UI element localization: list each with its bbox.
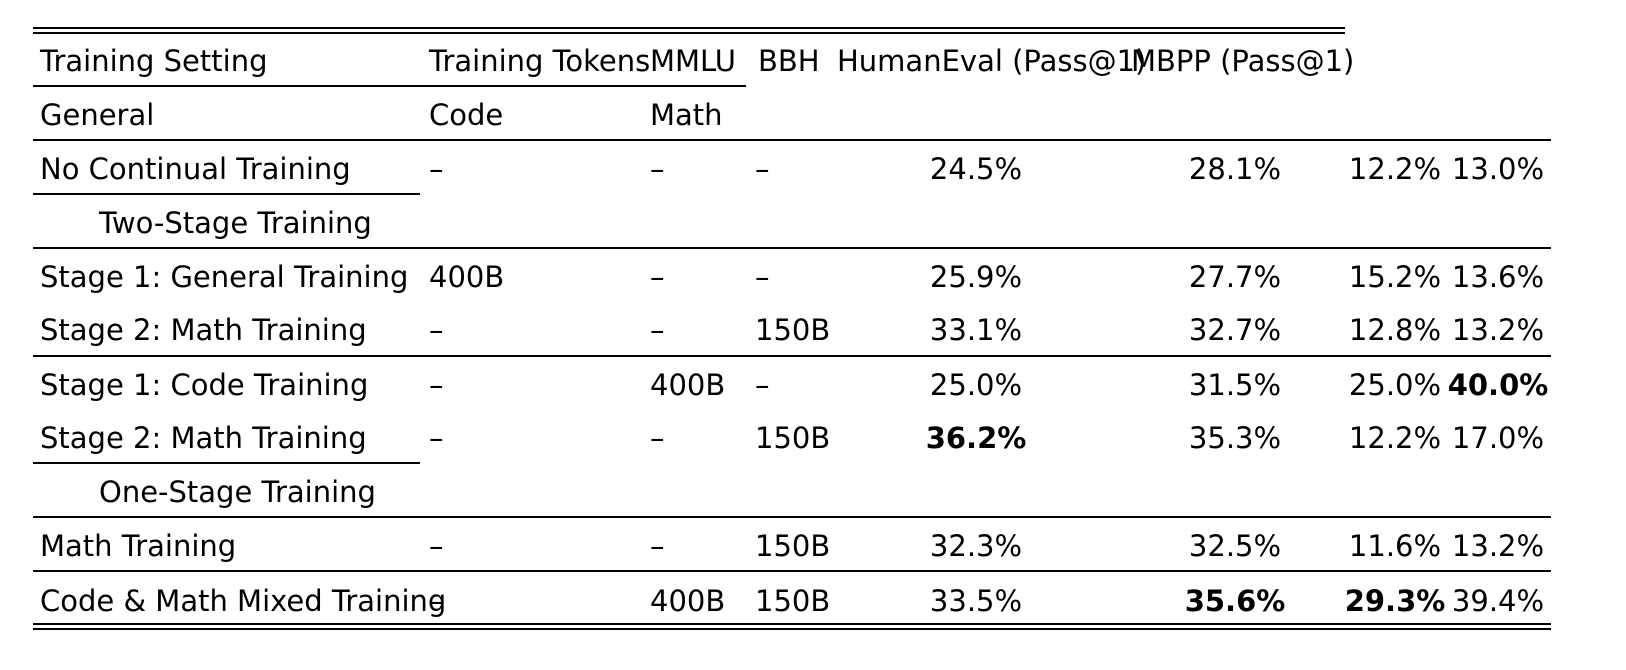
row-mbpp: 13.2%	[1451, 529, 1545, 563]
row-setting: No Continual Training	[40, 152, 351, 186]
row-mbpp: 39.4%	[1451, 584, 1545, 618]
row-math: –	[755, 260, 770, 294]
row-humaneval: 11.6%	[1348, 529, 1442, 563]
row-math: –	[755, 152, 770, 186]
rule-under-stage2-math	[33, 462, 420, 464]
row-mmlu: 24.5%	[929, 152, 1023, 186]
header-bottom-rule	[33, 139, 1551, 141]
row-mbpp: 40.0%	[1447, 368, 1549, 402]
row-humaneval: 25.0%	[1348, 368, 1442, 402]
row-mbpp: 13.0%	[1451, 152, 1545, 186]
row-mbpp: 13.6%	[1451, 260, 1545, 294]
rule-above-mixed	[33, 570, 1551, 572]
row-bbh: 35.6%	[1184, 584, 1286, 618]
row-bbh: 32.7%	[1188, 313, 1282, 347]
row-general: –	[429, 529, 444, 563]
row-general: –	[429, 421, 444, 455]
row-mbpp: 17.0%	[1451, 421, 1545, 455]
header-midrule	[33, 85, 746, 87]
row-math: –	[755, 368, 770, 402]
row-setting: Stage 2: Math Training	[40, 421, 367, 455]
row-code: –	[650, 260, 665, 294]
row-bbh: 31.5%	[1188, 368, 1282, 402]
row-humaneval: 29.3%	[1344, 584, 1446, 618]
row-math: 150B	[755, 529, 831, 563]
row-mmlu: 33.5%	[929, 584, 1023, 618]
row-code: –	[650, 313, 665, 347]
row-math: 150B	[755, 313, 831, 347]
row-general: –	[429, 152, 444, 186]
row-general: –	[429, 313, 444, 347]
row-setting: Stage 1: Code Training	[40, 368, 369, 402]
row-mmlu: 25.9%	[929, 260, 1023, 294]
row-general: –	[429, 584, 444, 618]
row-general: –	[429, 368, 444, 402]
header-general: General	[40, 98, 155, 132]
row-bbh: 28.1%	[1188, 152, 1282, 186]
row-bbh: 32.5%	[1188, 529, 1282, 563]
rule-between-stage-groups	[33, 355, 1551, 357]
row-humaneval: 12.8%	[1348, 313, 1442, 347]
row-code: –	[650, 529, 665, 563]
row-mmlu: 36.2%	[925, 421, 1027, 455]
row-bbh: 35.3%	[1188, 421, 1282, 455]
row-mmlu: 25.0%	[929, 368, 1023, 402]
row-general: 400B	[429, 260, 505, 294]
header-humaneval: HumanEval (Pass@1)	[837, 44, 1147, 78]
row-mmlu: 33.1%	[929, 313, 1023, 347]
rule-under-no-continual	[33, 193, 420, 195]
row-math: 150B	[755, 584, 831, 618]
rule-under-one-stage	[33, 516, 1551, 518]
row-setting: Stage 1: General Training	[40, 260, 409, 294]
row-code: 400B	[650, 368, 726, 402]
row-code: –	[650, 421, 665, 455]
header-training-tokens: Training Tokens	[429, 44, 651, 78]
row-bbh: 27.7%	[1188, 260, 1282, 294]
row-math: 150B	[755, 421, 831, 455]
header-math: Math	[650, 98, 723, 132]
row-setting: Math Training	[40, 529, 237, 563]
header-code: Code	[429, 98, 504, 132]
row-mmlu: 32.3%	[929, 529, 1023, 563]
row-humaneval: 15.2%	[1348, 260, 1442, 294]
section-two-stage: Two-Stage Training	[99, 206, 372, 240]
header-mbpp: MBPP (Pass@1)	[1131, 44, 1355, 78]
bottom-rule	[33, 623, 1551, 625]
bottom-rule-2	[33, 628, 1551, 630]
row-setting: Stage 2: Math Training	[40, 313, 367, 347]
row-mbpp: 13.2%	[1451, 313, 1545, 347]
section-one-stage: One-Stage Training	[99, 475, 376, 509]
row-humaneval: 12.2%	[1348, 152, 1442, 186]
row-setting: Code & Math Mixed Training	[40, 584, 447, 618]
header-mmlu: MMLU	[650, 44, 736, 78]
rule-under-two-stage	[33, 247, 1551, 249]
header-training-setting: Training Setting	[40, 44, 268, 78]
top-rule-2	[33, 32, 1345, 34]
row-humaneval: 12.2%	[1348, 421, 1442, 455]
row-code: –	[650, 152, 665, 186]
top-rule	[33, 27, 1345, 29]
row-code: 400B	[650, 584, 726, 618]
header-bbh: BBH	[758, 44, 820, 78]
